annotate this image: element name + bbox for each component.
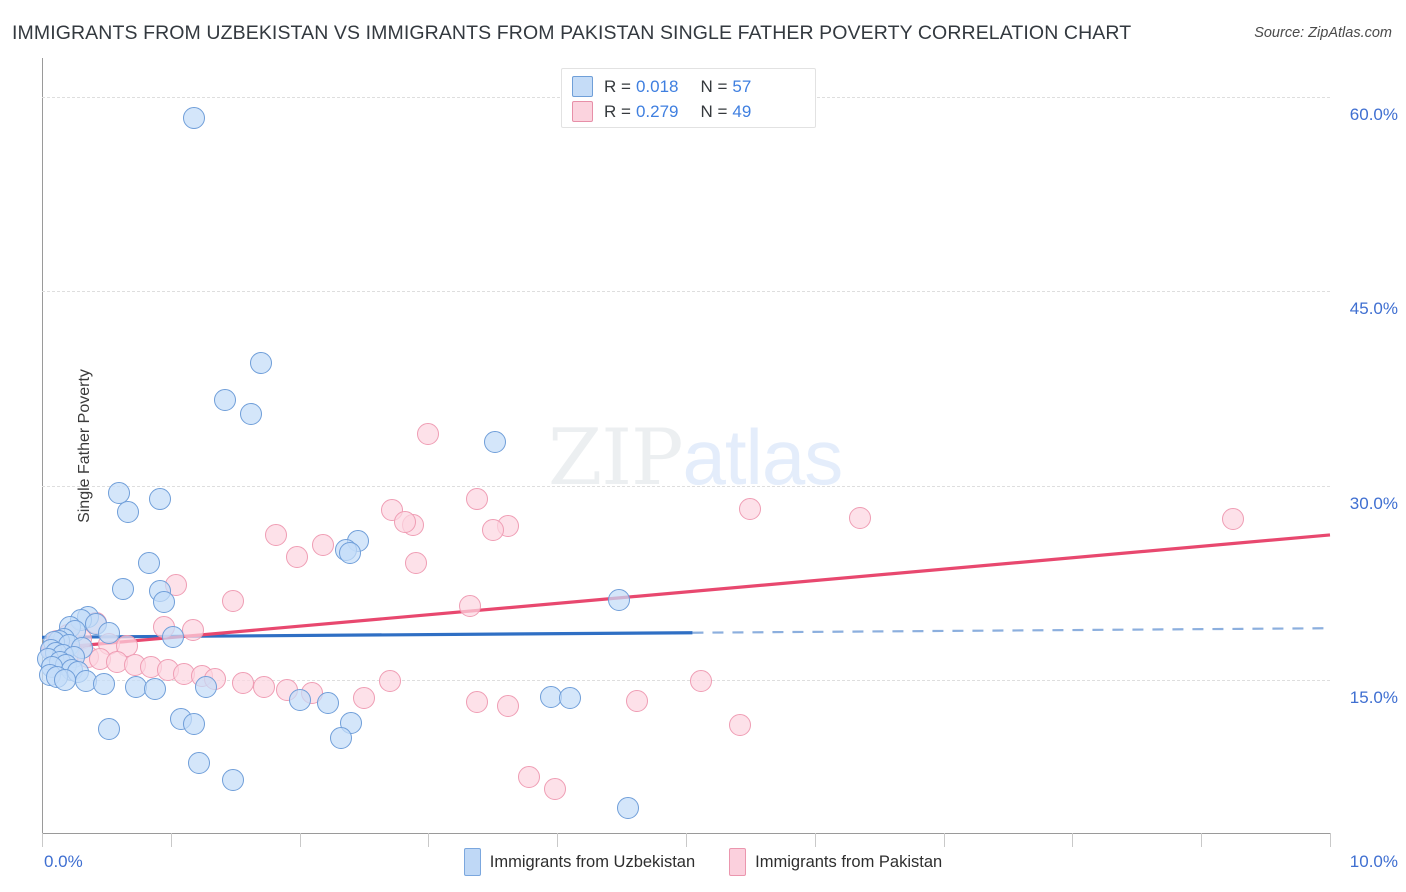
scatter-point[interactable]	[517, 766, 540, 789]
gridline	[42, 291, 1330, 293]
scatter-point[interactable]	[149, 487, 172, 510]
scatter-point[interactable]	[112, 578, 135, 601]
scatter-point[interactable]	[137, 552, 160, 575]
gridline	[42, 485, 1330, 487]
scatter-point[interactable]	[338, 542, 361, 565]
legend-blue-swatch-icon	[463, 848, 481, 876]
scatter-point[interactable]	[458, 595, 481, 618]
stats-row-uzbekistan: R = 0.018 N = 57	[572, 74, 805, 99]
scatter-point[interactable]	[181, 618, 204, 641]
y-axis-tick-label: 30.0%	[1349, 493, 1398, 513]
scatter-point[interactable]	[417, 422, 440, 445]
scatter-point[interactable]	[249, 351, 272, 374]
scatter-point[interactable]	[117, 500, 140, 523]
scatter-point[interactable]	[353, 687, 375, 710]
scatter-point[interactable]	[484, 430, 507, 453]
x-axis-tick	[428, 833, 430, 847]
scatter-point[interactable]	[182, 106, 205, 129]
plot-area	[42, 58, 1330, 833]
scatter-point[interactable]	[690, 670, 713, 693]
scatter-point[interactable]	[848, 507, 871, 530]
scatter-point[interactable]	[378, 670, 401, 693]
x-axis-tick	[299, 833, 301, 847]
legend-item-uzbekistan[interactable]: Immigrants from Uzbekistan	[463, 848, 696, 876]
correlation-stats-box: R = 0.018 N = 57 R = 0.279 N = 49	[561, 68, 816, 128]
x-axis-tick	[1201, 833, 1203, 847]
scatter-point[interactable]	[92, 672, 115, 695]
scatter-point[interactable]	[1222, 508, 1245, 531]
scatter-point[interactable]	[316, 692, 339, 715]
scatter-point[interactable]	[252, 675, 275, 698]
blue-n-value: 57	[732, 76, 752, 96]
scatter-point[interactable]	[239, 403, 262, 426]
blue-n-label: N =	[700, 76, 728, 96]
y-axis-line	[42, 58, 43, 833]
y-axis-tick-label: 15.0%	[1349, 688, 1398, 708]
scatter-point[interactable]	[162, 626, 185, 649]
x-axis-min-label: 0.0%	[44, 852, 83, 871]
pink-swatch-icon	[572, 101, 593, 122]
x-axis-tick	[943, 833, 945, 847]
scatter-point[interactable]	[213, 389, 236, 412]
scatter-point[interactable]	[97, 622, 120, 645]
scatter-point[interactable]	[265, 523, 288, 546]
legend-pink-label: Immigrants from Pakistan	[755, 852, 943, 871]
blue-swatch-icon	[572, 76, 593, 97]
x-axis-tick	[557, 833, 559, 847]
scatter-point[interactable]	[466, 487, 489, 510]
pink-n-value: 49	[732, 101, 752, 121]
pink-r-value: 0.279	[635, 101, 679, 121]
y-axis-tick-label: 60.0%	[1349, 104, 1398, 124]
scatter-point[interactable]	[182, 713, 205, 736]
x-axis-tick	[1072, 833, 1074, 847]
scatter-point[interactable]	[729, 714, 752, 737]
x-axis-max-label: 10.0%	[1349, 852, 1398, 871]
scatter-point[interactable]	[481, 518, 504, 541]
scatter-point[interactable]	[404, 552, 427, 575]
scatter-point[interactable]	[221, 768, 244, 791]
scatter-point[interactable]	[288, 688, 311, 711]
x-axis-tick	[42, 833, 43, 847]
scatter-point[interactable]	[617, 797, 640, 820]
scatter-point[interactable]	[231, 671, 254, 694]
legend-pink-swatch-icon	[729, 848, 747, 876]
pink-n-label: N =	[700, 101, 728, 121]
scatter-point[interactable]	[394, 510, 417, 533]
x-axis-tick	[1330, 833, 1331, 847]
scatter-point[interactable]	[739, 498, 762, 520]
scatter-point[interactable]	[608, 588, 631, 611]
blue-r-value: 0.018	[635, 76, 679, 96]
x-axis-tick	[170, 833, 172, 847]
scatter-point[interactable]	[626, 689, 649, 712]
scatter-point[interactable]	[466, 691, 489, 714]
gridline	[42, 680, 1330, 682]
page-title: IMMIGRANTS FROM UZBEKISTAN VS IMMIGRANTS…	[12, 22, 1132, 44]
legend-item-pakistan[interactable]: Immigrants from Pakistan	[729, 848, 942, 876]
scatter-point[interactable]	[497, 694, 520, 717]
scatter-point[interactable]	[543, 777, 566, 800]
stats-row-pakistan: R = 0.279 N = 49	[572, 99, 805, 124]
y-axis-title: Single Father Poverty	[75, 369, 93, 523]
scatter-point[interactable]	[144, 678, 167, 701]
scatter-point[interactable]	[188, 752, 211, 775]
pink-r-label: R =	[604, 101, 631, 121]
scatter-point[interactable]	[329, 727, 352, 750]
scatter-point[interactable]	[194, 675, 217, 698]
scatter-point[interactable]	[286, 545, 309, 568]
scatter-point[interactable]	[221, 590, 244, 613]
scatter-point[interactable]	[559, 687, 582, 710]
source-label: Source: ZipAtlas.com	[1254, 25, 1392, 41]
legend-blue-label: Immigrants from Uzbekistan	[489, 852, 696, 871]
series-legend: Immigrants from Uzbekistan Immigrants fr…	[0, 848, 1406, 876]
scatter-point[interactable]	[153, 591, 176, 614]
scatter-point[interactable]	[97, 718, 120, 741]
scatter-point[interactable]	[311, 534, 334, 557]
x-axis-tick	[686, 833, 687, 847]
y-axis-tick-label: 45.0%	[1349, 299, 1398, 319]
x-axis-tick	[814, 833, 816, 847]
blue-r-label: R =	[604, 76, 631, 96]
